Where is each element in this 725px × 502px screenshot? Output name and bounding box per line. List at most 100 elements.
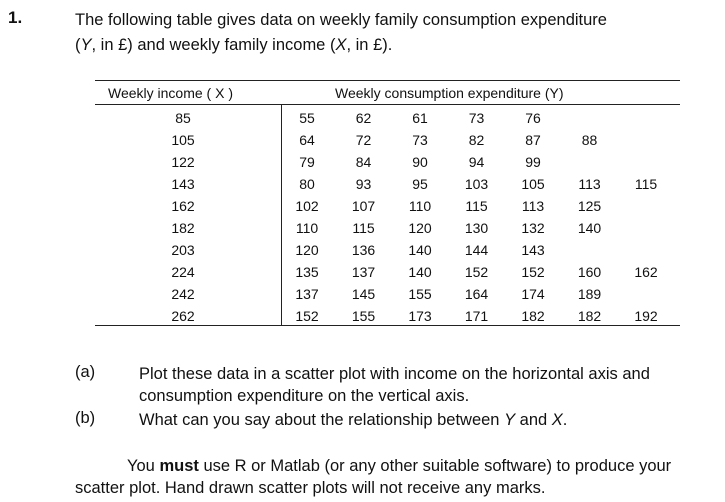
note-must: must bbox=[159, 457, 199, 475]
consumption-cell: 76 bbox=[525, 110, 541, 126]
consumption-cell: 84 bbox=[355, 154, 372, 170]
y-symbol: Y bbox=[80, 36, 92, 54]
intro-end-text: , in £). bbox=[346, 36, 393, 54]
consumption-cell: 88 bbox=[581, 132, 598, 148]
consumption-cell: 107 bbox=[351, 198, 376, 214]
income-cell: 143 bbox=[171, 176, 195, 192]
note-line-1: You must use R or Matlab (or any other s… bbox=[75, 455, 715, 477]
part-a-label: (a) bbox=[75, 363, 96, 381]
income-cell: 203 bbox=[171, 242, 195, 258]
consumption-cell: 99 bbox=[525, 154, 541, 170]
consumption-cell: 115 bbox=[634, 176, 658, 192]
table-bottom-rule bbox=[95, 325, 680, 326]
part-b-y-symbol: Y bbox=[504, 411, 516, 429]
consumption-cell: 93 bbox=[355, 176, 372, 192]
income-column-header: Weekly income ( X ) bbox=[108, 85, 233, 101]
consumption-cell: 87 bbox=[525, 132, 541, 148]
consumption-cell: 130 bbox=[464, 220, 489, 236]
consumption-cell: 82 bbox=[468, 132, 485, 148]
consumption-cell: 160 bbox=[577, 264, 602, 280]
consumption-cell: 94 bbox=[468, 154, 485, 170]
consumption-cell: 72 bbox=[355, 132, 372, 148]
part-b-text: What can you say about the relationship … bbox=[139, 409, 567, 431]
consumption-cell: 189 bbox=[577, 286, 602, 302]
consumption-cell: 105 bbox=[521, 176, 545, 192]
consumption-cell: 80 bbox=[299, 176, 315, 192]
consumption-cell: 137 bbox=[351, 264, 376, 280]
income-cell: 224 bbox=[171, 264, 195, 280]
consumption-cell: 61 bbox=[412, 110, 428, 126]
income-cell: 85 bbox=[175, 110, 191, 126]
income-cell: 242 bbox=[171, 286, 195, 302]
table-top-rule bbox=[95, 80, 680, 81]
consumption-cell: 140 bbox=[408, 264, 432, 280]
intro-paren-open: ( bbox=[75, 36, 81, 54]
consumption-cell: 137 bbox=[295, 286, 319, 302]
consumption-cell: 143 bbox=[521, 242, 545, 258]
consumption-cell: 132 bbox=[521, 220, 545, 236]
part-a-line-1: Plot these data in a scatter plot with i… bbox=[139, 365, 650, 383]
consumption-cell: 155 bbox=[408, 286, 432, 302]
consumption-column-header: Weekly consumption expenditure (Y) bbox=[335, 85, 564, 101]
consumption-cell: 192 bbox=[634, 308, 658, 324]
consumption-cell: 171 bbox=[464, 308, 489, 324]
table-header-rule bbox=[95, 104, 680, 105]
consumption-cell: 182 bbox=[521, 308, 545, 324]
consumption-cell: 136 bbox=[351, 242, 376, 258]
table-column-divider bbox=[281, 105, 282, 325]
consumption-cell: 173 bbox=[408, 308, 432, 324]
part-a-line-2: consumption expenditure on the vertical … bbox=[139, 387, 470, 405]
income-cell: 122 bbox=[171, 154, 195, 170]
consumption-cell: 152 bbox=[295, 308, 319, 324]
part-a-text: Plot these data in a scatter plot with i… bbox=[139, 363, 650, 407]
consumption-cell: 152 bbox=[521, 264, 545, 280]
consumption-cell: 155 bbox=[351, 308, 376, 324]
consumption-cell: 62 bbox=[355, 110, 372, 126]
consumption-cell: 145 bbox=[351, 286, 376, 302]
consumption-cell: 140 bbox=[408, 242, 432, 258]
income-cell: 182 bbox=[171, 220, 195, 236]
income-cell: 162 bbox=[171, 198, 195, 214]
question-intro: The following table gives data on weekly… bbox=[75, 8, 607, 58]
consumption-cell: 140 bbox=[577, 220, 602, 236]
consumption-cell: 162 bbox=[634, 264, 658, 280]
part-b-x-symbol: X bbox=[551, 411, 563, 429]
consumption-cell: 113 bbox=[578, 176, 601, 192]
consumption-cell: 135 bbox=[295, 264, 319, 280]
consumption-cell: 110 bbox=[408, 198, 432, 214]
income-cell: 105 bbox=[171, 132, 195, 148]
part-b-pre: What can you say about the relationship … bbox=[139, 411, 505, 429]
income-cell: 262 bbox=[171, 308, 195, 324]
consumption-cell: 55 bbox=[299, 110, 315, 126]
consumption-cell: 113 bbox=[521, 198, 545, 214]
intro-mid-text: , in £) and weekly family income ( bbox=[91, 36, 336, 54]
part-b-post: . bbox=[562, 411, 568, 429]
x-symbol: X bbox=[335, 36, 347, 54]
consumption-cell: 120 bbox=[408, 220, 432, 236]
intro-line-2: (Y, in £) and weekly family income (X, i… bbox=[75, 33, 607, 58]
intro-line-1: The following table gives data on weekly… bbox=[75, 11, 607, 29]
question-number: 1. bbox=[8, 8, 23, 27]
note-line-2: scatter plot. Hand drawn scatter plots w… bbox=[75, 479, 546, 497]
consumption-cell: 174 bbox=[521, 286, 545, 302]
note-pre: You bbox=[127, 457, 160, 475]
consumption-cell: 102 bbox=[295, 198, 319, 214]
consumption-cell: 64 bbox=[299, 132, 315, 148]
consumption-cell: 73 bbox=[412, 132, 428, 148]
consumption-cell: 103 bbox=[464, 176, 489, 192]
note-line-1-rest: use R or Matlab (or any other suitable s… bbox=[198, 457, 672, 475]
consumption-cell: 110 bbox=[295, 220, 319, 236]
consumption-cell: 79 bbox=[299, 154, 315, 170]
consumption-cell: 115 bbox=[465, 198, 488, 214]
consumption-cell: 152 bbox=[464, 264, 489, 280]
submission-note: You must use R or Matlab (or any other s… bbox=[75, 455, 715, 499]
consumption-cell: 90 bbox=[412, 154, 428, 170]
consumption-cell: 182 bbox=[577, 308, 602, 324]
part-b-label: (b) bbox=[75, 409, 96, 427]
consumption-cell: 125 bbox=[577, 198, 602, 214]
part-b-mid: and bbox=[515, 411, 552, 429]
consumption-cell: 144 bbox=[464, 242, 489, 258]
consumption-cell: 120 bbox=[295, 242, 319, 258]
consumption-cell: 95 bbox=[412, 176, 428, 192]
consumption-cell: 164 bbox=[464, 286, 489, 302]
